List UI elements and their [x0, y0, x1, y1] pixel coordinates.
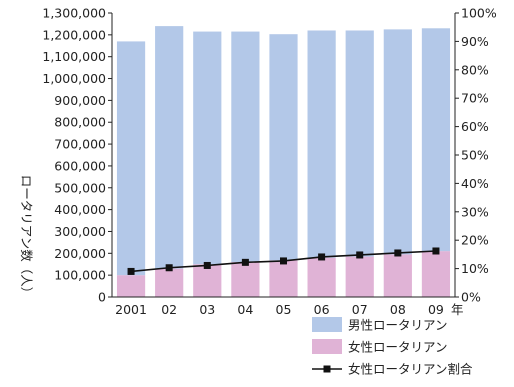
left-tick-label: 300,000 [54, 224, 106, 239]
bar-female [421, 251, 451, 297]
bar-female [269, 260, 298, 297]
bar-male [345, 30, 374, 257]
legend-label: 女性ロータリアン [348, 340, 448, 355]
bar-female [231, 262, 260, 297]
left-tick-label: 1,200,000 [42, 27, 106, 42]
ratio-marker [165, 264, 173, 272]
legend-label: 女性ロータリアン割合 [348, 362, 473, 377]
left-tick-label: 400,000 [54, 202, 106, 217]
bar-female [345, 256, 374, 297]
ratio-marker [318, 253, 326, 261]
right-tick-label: 30% [461, 204, 489, 219]
right-tick-label: 80% [461, 62, 489, 77]
bar-female [383, 254, 412, 297]
bar-male [155, 26, 184, 269]
x-tick-label: 08 [390, 302, 406, 317]
left-tick-label: 1,000,000 [42, 71, 106, 86]
bar-female [155, 268, 184, 297]
bar-female [193, 264, 222, 297]
ratio-marker [203, 261, 211, 269]
bar-male [307, 30, 336, 258]
legend-swatch [312, 317, 342, 332]
left-tick-label: 600,000 [54, 158, 106, 173]
ratio-marker [127, 267, 135, 275]
right-tick-label: 50% [461, 148, 489, 163]
right-tick-label: 40% [461, 176, 489, 191]
right-tick-label: 70% [461, 91, 489, 106]
left-tick-label: 200,000 [54, 246, 106, 261]
left-tick-label: 700,000 [54, 137, 106, 152]
ratio-marker [356, 251, 364, 259]
left-tick-label: 100,000 [54, 268, 106, 283]
left-tick-label: 1,300,000 [42, 6, 106, 21]
ratio-line [127, 247, 440, 275]
bar-female [116, 275, 146, 297]
x-tick-label: 06 [314, 302, 330, 317]
legend-swatch [312, 339, 342, 354]
x-tick-label: 07 [352, 302, 368, 317]
left-tick-label: 800,000 [54, 115, 106, 130]
ratio-marker [241, 258, 249, 266]
x-tick-label: 2001 [115, 302, 147, 317]
legend-marker [323, 365, 331, 373]
legend-label: 男性ロータリアン [348, 318, 448, 333]
left-tick-label: 0 [98, 290, 106, 305]
ratio-marker [394, 249, 402, 257]
left-axis: 0 100,000 200,000 300,000 400,000 500,000 600,… [42, 6, 113, 305]
left-tick-label: 500,000 [54, 180, 106, 195]
right-axis: 0% 10% 20% 30% 40% 50% 60% 70% 80% 90% 100% [454, 6, 497, 305]
right-tick-label: 60% [461, 119, 489, 134]
right-tick-label: 90% [461, 34, 489, 49]
x-tick-label: 02 [161, 302, 177, 317]
bars [116, 26, 451, 297]
x-tick-label: 03 [199, 302, 215, 317]
left-tick-label: 900,000 [54, 93, 106, 108]
ratio-marker [432, 247, 440, 255]
x-tick-label: 05 [276, 302, 292, 317]
x-unit-label: 年 [451, 302, 464, 317]
right-tick-label: 20% [461, 233, 489, 248]
bar-male [421, 28, 451, 252]
x-tick-label: 09 [428, 302, 444, 317]
right-tick-label: 0% [461, 290, 481, 305]
bar-male [269, 34, 298, 261]
x-axis: 2001 02 03 04 05 06 07 08 09 年 [112, 296, 464, 317]
bar-male [231, 31, 260, 263]
right-tick-label: 100% [461, 6, 497, 21]
y-axis-title: ロータリアン数（人） [19, 175, 34, 300]
right-tick-label: 10% [461, 261, 489, 276]
ratio-marker [280, 257, 287, 265]
bar-male [383, 29, 412, 255]
bar-male [116, 41, 146, 276]
bar-female [307, 257, 336, 297]
bar-male [193, 31, 222, 265]
left-tick-label: 1,100,000 [42, 49, 106, 64]
x-tick-label: 04 [237, 302, 253, 317]
